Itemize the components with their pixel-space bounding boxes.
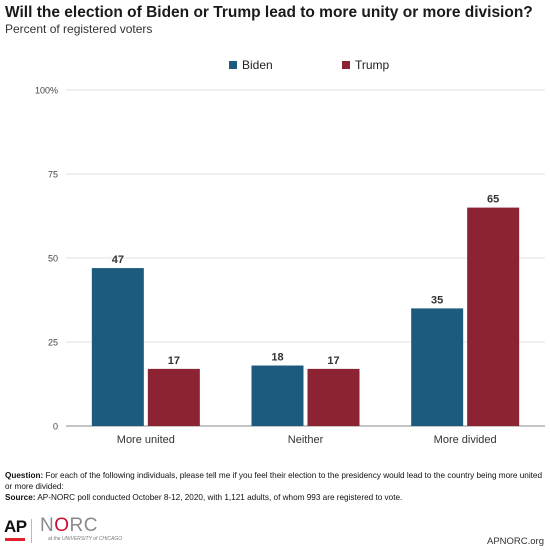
data-label: 17: [327, 355, 339, 367]
data-label: 18: [271, 352, 283, 364]
source-text: AP-NORC poll conducted October 8-12, 202…: [37, 493, 403, 502]
ap-logo-bar: [5, 538, 25, 541]
chart-title: Will the election of Biden or Trump lead…: [5, 4, 533, 21]
source-label: Source:: [5, 493, 36, 502]
y-tick-label: 75: [48, 170, 58, 180]
x-category-label: More united: [117, 434, 175, 446]
bar-trump: [467, 207, 520, 426]
footer-question: Question: For each of the following indi…: [5, 470, 545, 492]
data-label: 65: [487, 194, 499, 206]
legend-label-biden: Biden: [242, 58, 273, 72]
y-tick-label: 0: [53, 422, 58, 432]
norc-logo: NORC: [40, 515, 98, 536]
y-tick-label: 50: [48, 254, 58, 264]
y-tick-label: 25: [48, 338, 58, 348]
legend-item-trump: Trump: [342, 58, 389, 72]
bar-trump: [147, 368, 200, 426]
logo-divider: [31, 519, 32, 543]
question-label: Question:: [5, 471, 44, 480]
data-label: 47: [112, 254, 124, 266]
chart-subtitle: Percent of registered voters: [5, 22, 153, 36]
data-label: 17: [168, 355, 180, 367]
bar-biden: [411, 308, 464, 426]
x-category-label: More divided: [434, 434, 497, 446]
apnorc-url-link[interactable]: APNORC.org: [486, 536, 544, 547]
legend-swatch-trump: [342, 61, 350, 69]
bar-biden: [251, 365, 304, 426]
x-category-label: Neither: [288, 434, 324, 446]
y-tick-label: 100%: [35, 86, 58, 96]
question-text: For each of the following individuals, p…: [5, 471, 543, 491]
data-label: 35: [431, 294, 443, 306]
bar-trump: [307, 368, 360, 426]
bar-chart: 0 25 50 75 100% 47 17 More united 18 17 Neither 35 6…: [35, 86, 545, 446]
legend-item-biden: Biden: [229, 58, 273, 72]
legend: Biden Trump: [0, 58, 550, 74]
norc-university-tagline: at the UNIVERSITY of CHICAGO: [48, 536, 123, 542]
ap-logo: AP: [4, 517, 27, 536]
legend-label-trump: Trump: [355, 58, 390, 72]
bar-biden: [91, 268, 144, 426]
footer-source: Source: AP-NORC poll conducted October 8…: [5, 492, 545, 503]
legend-swatch-biden: [229, 61, 237, 69]
